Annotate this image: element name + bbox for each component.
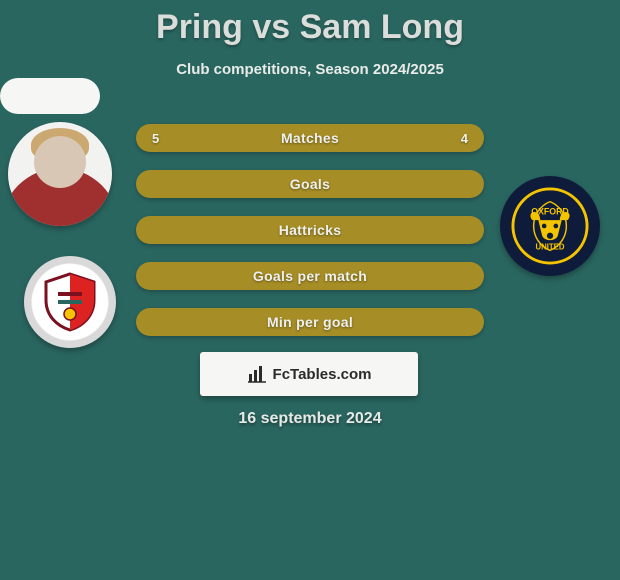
stat-bar-min-per-goal: Min per goal [136, 308, 484, 336]
page-subtitle: Club competitions, Season 2024/2025 [0, 61, 620, 78]
player-face-shape [34, 136, 86, 188]
stat-label: Matches [281, 130, 339, 146]
stat-value-right: 4 [461, 131, 468, 146]
stat-label: Hattricks [279, 222, 342, 238]
stat-value-left: 5 [152, 131, 159, 146]
stat-label: Goals per match [253, 268, 367, 284]
club-badge-bristol [24, 256, 116, 348]
ox-head-icon: OXFORD UNITED [511, 187, 589, 265]
date-text: 16 september 2024 [0, 410, 620, 428]
svg-text:UNITED: UNITED [535, 242, 564, 251]
page-title: Pring vs Sam Long [0, 0, 620, 47]
player-photo-right [0, 78, 100, 114]
stat-bar-goals-per-match: Goals per match [136, 262, 484, 290]
club-badge-oxford: OXFORD UNITED [500, 176, 600, 276]
stat-label: Goals [290, 176, 330, 192]
stat-bar-matches: 5 Matches 4 [136, 124, 484, 152]
stat-label: Min per goal [267, 314, 353, 330]
bar-chart-icon [247, 364, 267, 384]
shield-icon [38, 270, 102, 334]
player-photo-left [8, 122, 112, 226]
brand-text: FcTables.com [273, 366, 372, 383]
brand-box: FcTables.com [200, 352, 418, 396]
stat-bar-hattricks: Hattricks [136, 216, 484, 244]
stats-container: 5 Matches 4 Goals Hattricks Goals per ma… [136, 124, 484, 354]
stat-bar-goals: Goals [136, 170, 484, 198]
